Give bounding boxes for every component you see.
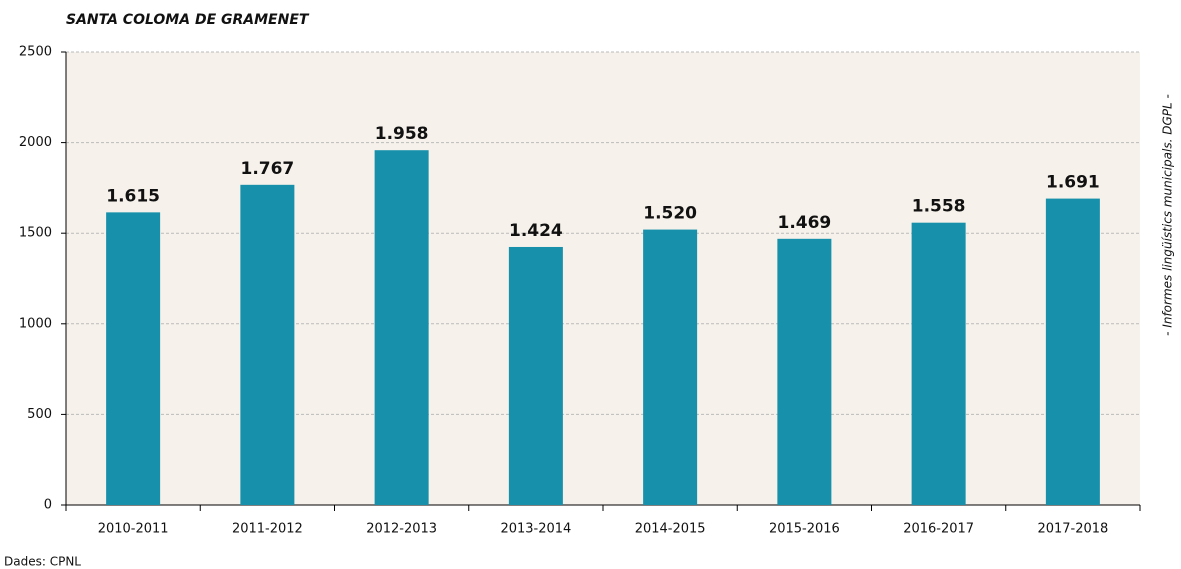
bar (240, 184, 295, 506)
y-tick-label: 2500 (19, 45, 52, 60)
x-tick-label: 2016-2017 (903, 522, 974, 537)
source: Dades: CPNL (4, 555, 81, 569)
x-tick-label: 2015-2016 (769, 522, 840, 537)
x-tick-label: 2017-2018 (1037, 522, 1108, 537)
bar (911, 222, 966, 505)
y-tick-label: 500 (27, 407, 52, 422)
value-label: 1.520 (643, 204, 697, 224)
x-tick-label: 2012-2013 (366, 522, 437, 537)
bar (106, 212, 161, 505)
x-tick-label: 2013-2014 (500, 522, 571, 537)
value-label: 1.691 (1046, 173, 1100, 193)
y-tick-label: 1500 (19, 226, 52, 241)
bar (508, 246, 563, 506)
y-tick-label: 0 (44, 498, 52, 513)
value-label: 1.424 (509, 221, 563, 241)
x-tick-label: 2011-2012 (232, 522, 303, 537)
chart-subtitle: SANTA COLOMA DE GRAMENET (66, 12, 310, 28)
value-label: 1.615 (106, 186, 160, 206)
value-label: 1.469 (777, 213, 831, 233)
x-tick-label: 2014-2015 (635, 522, 706, 537)
plot-area (66, 52, 1140, 505)
value-label: 1.958 (375, 124, 429, 144)
side-note: - Informes lingüístics municipals. DGPL … (1161, 94, 1175, 336)
value-label: 1.558 (912, 197, 966, 217)
value-label: 1.767 (240, 159, 294, 179)
bar (777, 238, 832, 505)
y-tick-label: 1000 (19, 316, 52, 331)
x-tick-label: 2010-2011 (98, 522, 169, 537)
y-tick-label: 2000 (19, 135, 52, 150)
bar (374, 150, 429, 506)
bar (643, 229, 698, 506)
bar (1045, 198, 1100, 505)
